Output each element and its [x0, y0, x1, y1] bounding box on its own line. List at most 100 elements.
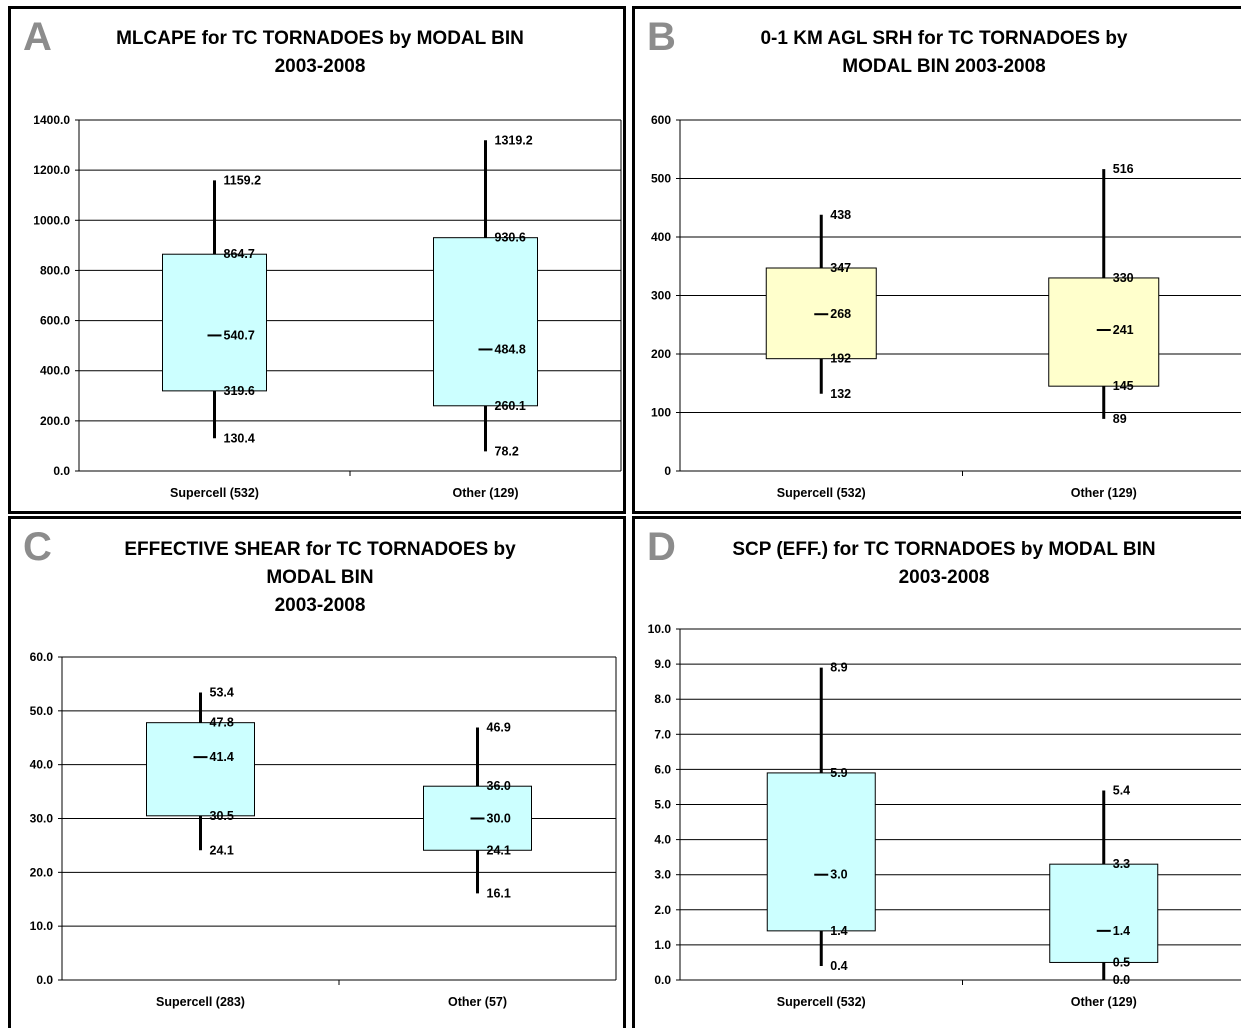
median-label: 3.0 — [830, 868, 847, 882]
min-label: 16.1 — [487, 886, 511, 900]
box-plot-a: 0.0 200.0 400.0 600.0 800.0 1000.0 1200.0 1400.… — [33, 113, 622, 500]
min-label: 0.4 — [830, 959, 847, 973]
category-label: Supercell (532) — [777, 995, 866, 1009]
max-label: 516 — [1113, 162, 1134, 176]
chart-panel-b: B 0-1 KM AGL SRH for TC TORNADOES by MOD… — [632, 6, 1241, 514]
y-tick-label: 30.0 — [30, 812, 54, 826]
q3-label: 47.8 — [210, 716, 234, 730]
category-label: Supercell (532) — [777, 486, 866, 500]
y-tick-label: 0.0 — [654, 973, 671, 987]
chart-panel-a: A MLCAPE for TC TORNADOES by MODAL BIN 2… — [8, 6, 626, 514]
interquartile-box — [146, 722, 255, 817]
q3-label: 3.3 — [1113, 857, 1130, 871]
median-label: 30.0 — [487, 812, 511, 826]
q1-label: 30.5 — [210, 809, 234, 823]
panel-letter-a: A — [23, 15, 52, 59]
y-tick-label: 6.0 — [654, 762, 671, 776]
box-plot-group: 5.4 3.3 1.4 0.5 0.0 — [1049, 783, 1159, 987]
panel-letter-b: B — [647, 15, 676, 59]
min-label: 0.0 — [1113, 973, 1130, 987]
max-label: 1159.2 — [224, 173, 262, 187]
box-plot-group: 1159.2 864.7 540.7 319.6 130.4 — [162, 173, 267, 445]
box-plot-c: 0.0 10.0 20.0 30.0 40.0 50.0 60.0 53.4 47.8 41.4 3… — [30, 650, 617, 1009]
category-label: Other (129) — [453, 486, 519, 500]
q1-label: 145 — [1113, 379, 1134, 393]
box-plot-group: 46.9 36.0 30.0 24.1 16.1 — [423, 721, 532, 900]
y-tick-label: 20.0 — [30, 865, 54, 879]
median-label: 41.4 — [210, 750, 234, 764]
q1-label: 0.5 — [1113, 955, 1130, 969]
y-tick-label: 10.0 — [30, 919, 54, 933]
interquartile-box — [1049, 863, 1159, 963]
category-label: Supercell (283) — [156, 995, 245, 1009]
y-tick-label: 5.0 — [654, 798, 671, 812]
min-label: 132 — [830, 387, 851, 401]
y-tick-label: 3.0 — [654, 868, 671, 882]
interquartile-box — [433, 237, 538, 407]
box-plot-group: 516 330 241 145 89 — [1048, 162, 1160, 426]
q1-label: 319.6 — [224, 384, 255, 398]
y-tick-label: 100 — [651, 406, 671, 420]
y-tick-label: 1200.0 — [33, 163, 70, 177]
category-label: Other (129) — [1071, 486, 1137, 500]
box-plot-group: 438 347 268 192 132 — [765, 208, 877, 401]
interquartile-box — [423, 785, 532, 851]
y-tick-label: 50.0 — [30, 704, 54, 718]
box-plot-group: 8.9 5.9 3.0 1.4 0.4 — [766, 661, 876, 973]
y-tick-label: 300 — [651, 289, 671, 303]
max-label: 8.9 — [830, 661, 847, 675]
median-label: 484.8 — [495, 342, 526, 356]
chart-title-a: MLCAPE for TC TORNADOES by MODAL BIN 200… — [116, 28, 524, 77]
min-label: 78.2 — [495, 444, 519, 458]
category-label: Supercell (532) — [170, 486, 259, 500]
y-tick-label: 0.0 — [36, 973, 53, 987]
q3-label: 5.9 — [830, 766, 847, 780]
y-tick-label: 9.0 — [654, 657, 671, 671]
q1-label: 24.1 — [487, 843, 511, 857]
chart-title-d: SCP (EFF.) for TC TORNADOES by MODAL BIN… — [732, 539, 1156, 588]
chart-panel-c: C EFFECTIVE SHEAR for TC TORNADOES by MO… — [8, 516, 626, 1028]
max-label: 1319.2 — [495, 133, 533, 147]
y-tick-label: 4.0 — [654, 833, 671, 847]
interquartile-box — [766, 772, 876, 932]
box-plot-group: 1319.2 930.6 484.8 260.1 78.2 — [433, 133, 538, 458]
category-label: Other (129) — [1071, 995, 1137, 1009]
q1-label: 1.4 — [830, 924, 847, 938]
y-tick-label: 60.0 — [30, 650, 54, 664]
y-tick-label: 40.0 — [30, 758, 54, 772]
interquartile-box — [1048, 277, 1160, 387]
box-plot-d: 0.0 1.0 2.0 3.0 4.0 5.0 6.0 7.0 8.0 9.0 10.0 8.9 5.9… — [648, 622, 1241, 1009]
y-tick-label: 400 — [651, 230, 671, 244]
y-tick-label: 500 — [651, 172, 671, 186]
panel-letter-d: D — [647, 525, 676, 569]
median-label: 241 — [1113, 323, 1134, 337]
y-tick-label: 400.0 — [40, 364, 70, 378]
min-label: 24.1 — [210, 843, 234, 857]
y-tick-label: 200 — [651, 347, 671, 361]
q3-label: 930.6 — [495, 231, 526, 245]
interquartile-box — [162, 253, 267, 392]
min-label: 130.4 — [224, 431, 255, 445]
min-label: 89 — [1113, 412, 1127, 426]
box-plot-group: 53.4 47.8 41.4 30.5 24.1 — [146, 686, 255, 857]
q1-label: 260.1 — [495, 399, 526, 413]
q1-label: 192 — [830, 352, 851, 366]
y-tick-label: 1.0 — [654, 938, 671, 952]
max-label: 438 — [830, 208, 851, 222]
y-tick-label: 0.0 — [53, 464, 70, 478]
y-tick-label: 10.0 — [648, 622, 672, 636]
y-tick-label: 1000.0 — [33, 213, 70, 227]
y-tick-label: 0 — [664, 464, 671, 478]
max-label: 5.4 — [1113, 783, 1130, 797]
q3-label: 864.7 — [224, 247, 255, 261]
category-label: Other (57) — [448, 995, 507, 1009]
median-label: 1.4 — [1113, 924, 1130, 938]
y-tick-label: 1400.0 — [33, 113, 70, 127]
y-tick-label: 8.0 — [654, 692, 671, 706]
max-label: 53.4 — [210, 686, 234, 700]
y-tick-label: 600.0 — [40, 314, 70, 328]
median-label: 540.7 — [224, 328, 255, 342]
q3-label: 36.0 — [487, 779, 511, 793]
y-tick-label: 200.0 — [40, 414, 70, 428]
y-tick-label: 2.0 — [654, 903, 671, 917]
